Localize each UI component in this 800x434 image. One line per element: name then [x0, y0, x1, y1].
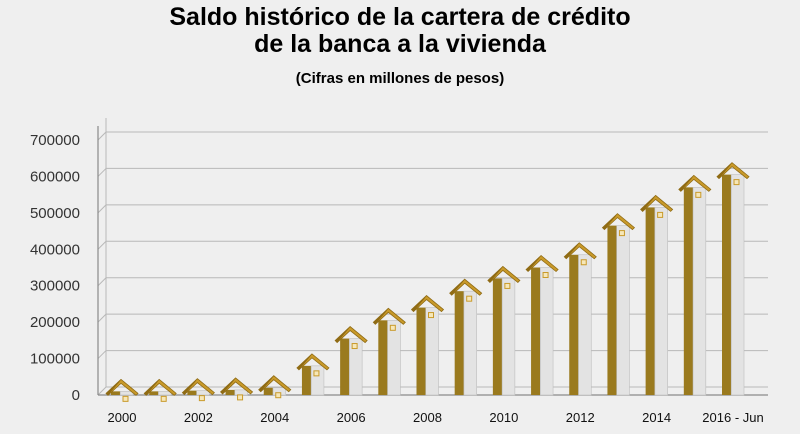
y-tick-label: 300000	[30, 278, 80, 295]
y-tick-label: 0	[72, 387, 80, 404]
y-tick-label: 600000	[30, 168, 80, 185]
bar	[678, 174, 712, 396]
bar	[410, 295, 445, 396]
bars	[105, 162, 750, 402]
x-tick-label: 2010	[489, 410, 518, 425]
bar	[716, 162, 750, 396]
x-tick-label: 2016 - Jun	[702, 410, 763, 425]
x-tick-label: 2006	[337, 410, 366, 425]
x-tick-label: 2000	[108, 410, 137, 425]
bar	[296, 353, 330, 396]
bar	[563, 242, 597, 396]
bar	[601, 213, 636, 396]
y-tick-labels: 0 100000 200000 300000 400000 500000 600000 700…	[30, 132, 80, 404]
gridline	[97, 131, 768, 141]
bar	[143, 378, 177, 402]
x-tick-label: 2012	[566, 410, 595, 425]
x-tick-label: 2014	[642, 410, 671, 425]
y-tick-label: 200000	[30, 314, 80, 331]
gridline	[97, 204, 768, 214]
x-tick-label: 2002	[184, 410, 213, 425]
bar	[219, 377, 254, 401]
x-tick-label: 2008	[413, 410, 442, 425]
bar	[372, 307, 406, 396]
chart-subtitle: (Cifras en millones de pesos)	[295, 70, 505, 87]
bar	[449, 278, 483, 396]
y-tick-label: 700000	[30, 132, 80, 149]
x-tick-label: 2004	[260, 410, 289, 425]
y-tick-label: 400000	[30, 241, 80, 258]
bar	[181, 378, 215, 402]
x-tick-labels: 2000 2002 2004 2006 2008 2010 2012 2014 2016 - J…	[108, 410, 764, 425]
bar	[640, 194, 674, 396]
bar	[258, 375, 292, 399]
y-tick-label: 100000	[30, 351, 80, 368]
gridline	[97, 167, 768, 177]
bar	[334, 326, 368, 396]
bar	[525, 254, 559, 396]
title-block: Saldo histórico de la cartera de crédito…	[0, 3, 800, 88]
y-tick-label: 500000	[30, 205, 80, 222]
chart-title: Saldo histórico de la cartera de crédito…	[169, 3, 631, 58]
bar	[105, 378, 139, 402]
bar	[487, 265, 521, 396]
